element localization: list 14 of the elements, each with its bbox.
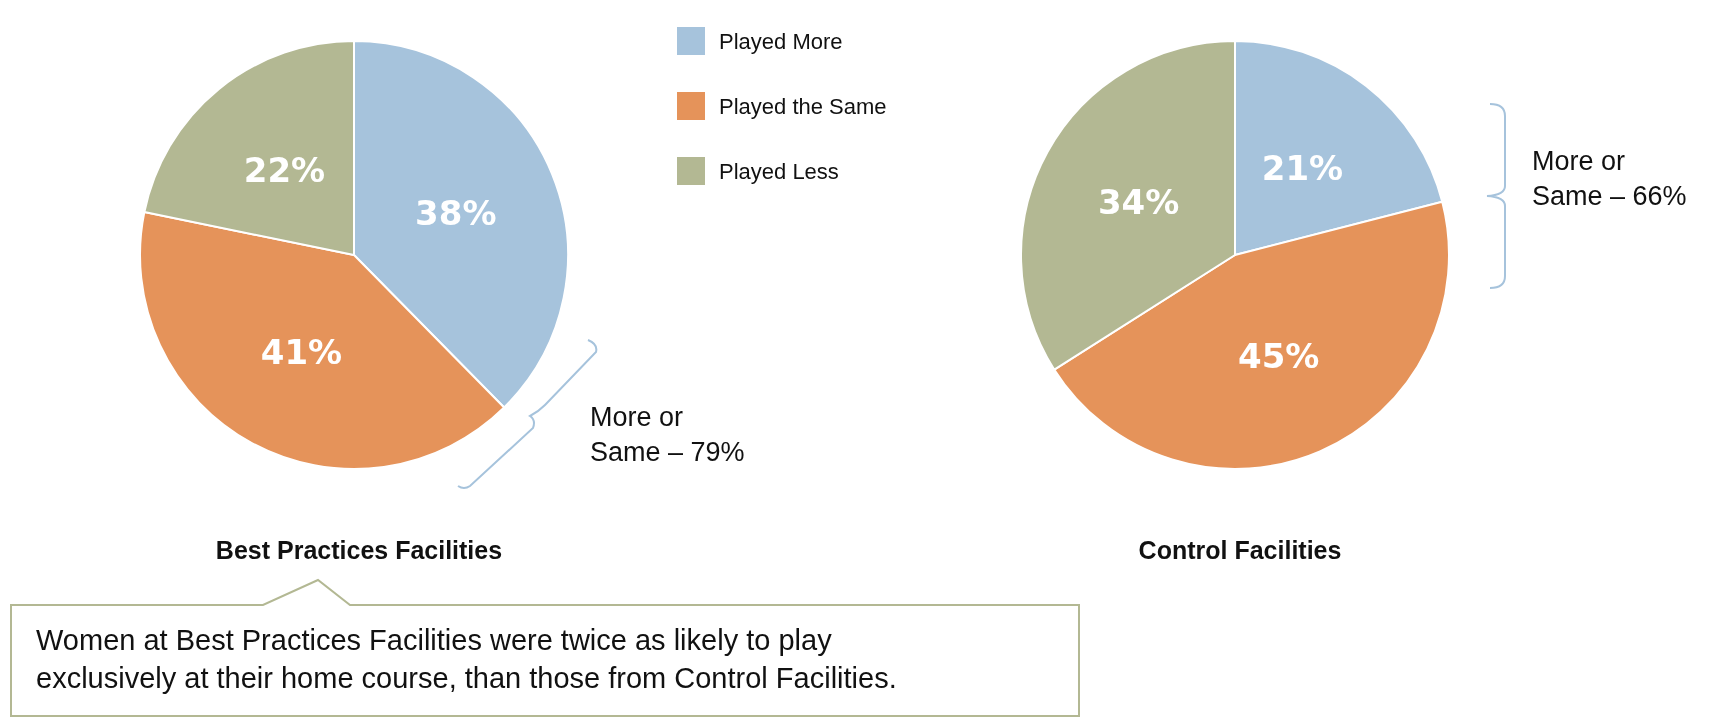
- text: Best Practices Facilities: [215, 535, 503, 564]
- legend-label: Played More: [719, 28, 843, 54]
- text: More or Same – 79%: [590, 401, 746, 470]
- data-label: 45%: [1237, 335, 1320, 376]
- data-label: 41%: [260, 331, 343, 372]
- text: More or Same – 66%: [1532, 145, 1688, 214]
- legend-label: Played Less: [719, 158, 839, 184]
- data-label: 38%: [415, 193, 497, 234]
- text: Control Facilities: [1138, 535, 1342, 564]
- legend-label: Played the Same: [719, 93, 887, 119]
- text: Women at Best Practices Facilities were twice as likely to play exclusively at their home course, than those from Control Facilities.: [36, 623, 898, 696]
- data-label: 21%: [1261, 148, 1344, 189]
- data-label: 22%: [243, 149, 326, 190]
- data-label: 34%: [1097, 182, 1180, 223]
